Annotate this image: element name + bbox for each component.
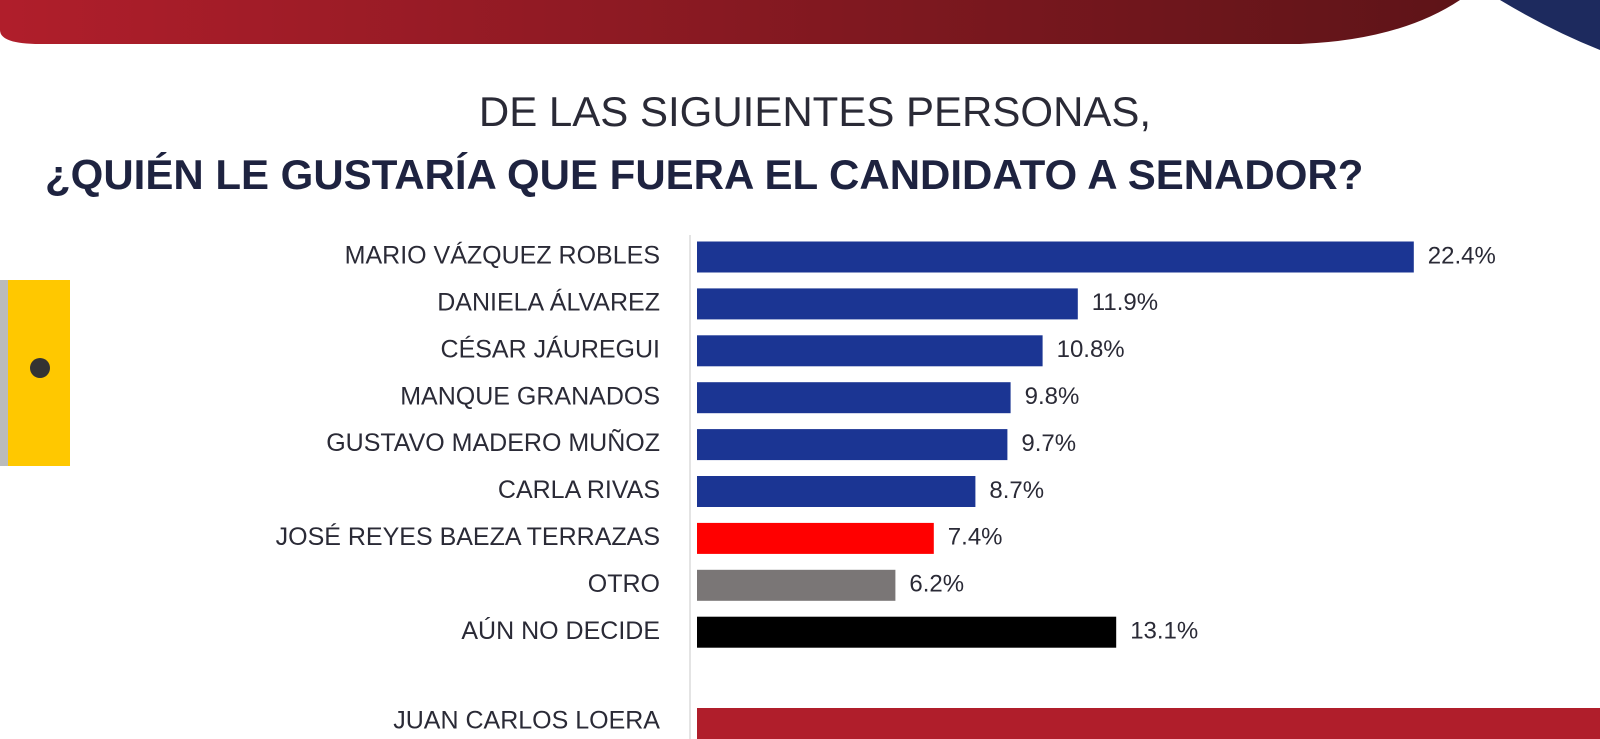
value-label: 6.2% xyxy=(909,571,964,598)
bar xyxy=(697,382,1011,414)
bar xyxy=(697,241,1414,273)
logo-icon xyxy=(30,358,50,378)
category-label: JOSÉ REYES BAEZA TERRAZAS xyxy=(276,522,660,551)
chart-subtitle: ¿QUIÉN LE GUSTARÍA QUE FUERA EL CANDIDAT… xyxy=(45,151,1363,198)
chart-title: DE LAS SIGUIENTES PERSONAS, xyxy=(479,88,1151,135)
category-label: GUSTAVO MADERO MUÑOZ xyxy=(326,428,660,457)
value-label: 8.7% xyxy=(989,477,1044,504)
bar xyxy=(697,476,976,507)
bar xyxy=(697,429,1008,461)
value-label: 9.8% xyxy=(1025,383,1080,410)
extra-label: JUAN CARLOS LOERA xyxy=(393,707,660,735)
value-label: 9.7% xyxy=(1021,430,1076,457)
value-label: 7.4% xyxy=(948,524,1003,551)
category-label: AÚN NO DECIDE xyxy=(461,616,660,645)
value-label: 11.9% xyxy=(1092,289,1158,316)
value-label: 13.1% xyxy=(1130,618,1198,645)
bar xyxy=(697,335,1043,367)
bar xyxy=(697,522,934,554)
value-label: 22.4% xyxy=(1428,242,1496,269)
category-label: CARLA RIVAS xyxy=(498,476,660,504)
extra-band xyxy=(697,708,1600,739)
bar xyxy=(697,288,1078,320)
header-band xyxy=(0,0,1460,44)
category-label: CÉSAR JÁUREGUI xyxy=(441,334,660,363)
category-label: DANIELA ÁLVAREZ xyxy=(437,288,660,317)
bar xyxy=(697,616,1117,648)
header-corner xyxy=(1500,0,1600,50)
bar xyxy=(697,569,896,601)
category-label: MANQUE GRANADOS xyxy=(400,382,660,410)
logo-edge xyxy=(0,280,8,466)
value-label: 10.8% xyxy=(1057,336,1125,363)
category-label: OTRO xyxy=(588,570,660,598)
category-label: MARIO VÁZQUEZ ROBLES xyxy=(345,241,660,270)
